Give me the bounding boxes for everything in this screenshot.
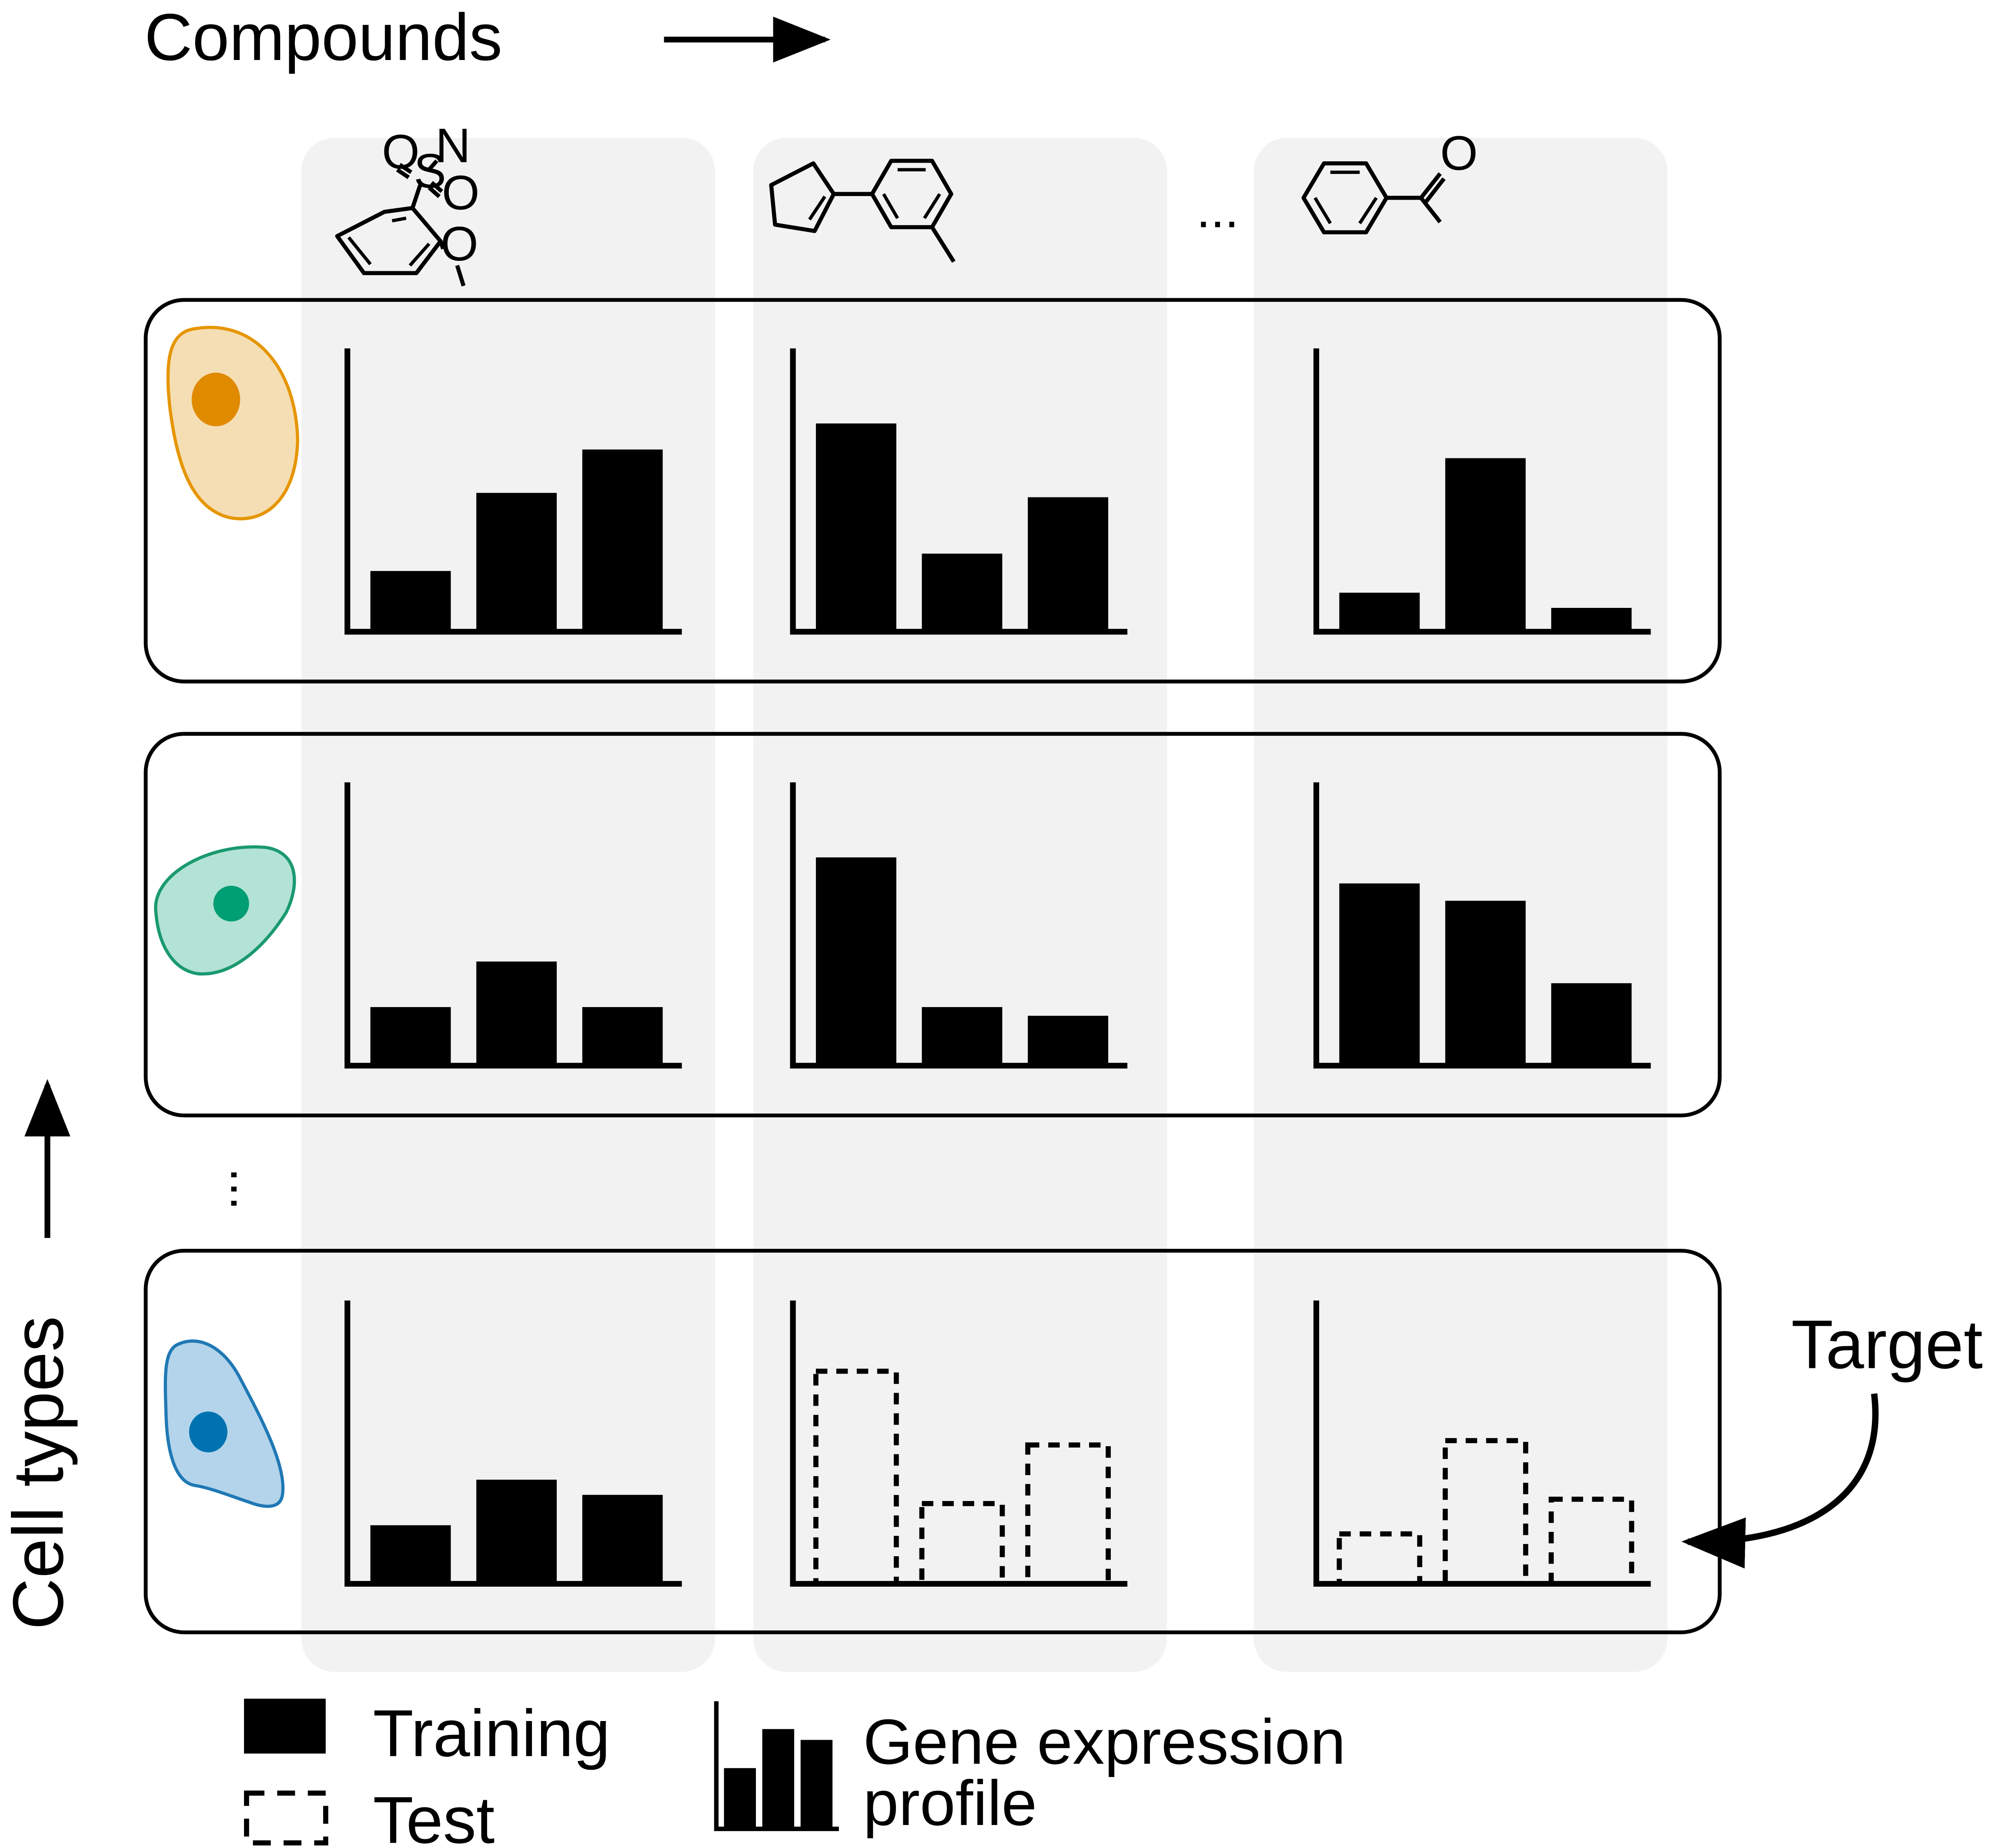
training-bar bbox=[1445, 458, 1526, 632]
compound-structure-1 bbox=[335, 159, 466, 287]
row-frame-1 bbox=[144, 298, 1722, 684]
expression-chart bbox=[1313, 782, 1651, 1069]
expression-chart bbox=[344, 782, 682, 1069]
training-bar bbox=[476, 961, 557, 1066]
compounds-label: Compounds bbox=[144, 0, 502, 74]
expression-chart bbox=[344, 348, 682, 635]
row-frame-2 bbox=[144, 732, 1722, 1117]
legend-bar bbox=[724, 1768, 756, 1829]
training-bar bbox=[1445, 901, 1526, 1066]
training-bar bbox=[1028, 1016, 1109, 1066]
atom-label: N bbox=[435, 118, 471, 173]
training-bar bbox=[582, 1007, 663, 1066]
chart-axes bbox=[1313, 348, 1651, 635]
legend-bar bbox=[762, 1729, 795, 1829]
cell-icon-orange bbox=[166, 326, 299, 520]
training-bar bbox=[476, 493, 557, 632]
test-bar bbox=[813, 1368, 899, 1587]
expression-charts bbox=[344, 348, 1651, 1587]
atom-label: S bbox=[414, 143, 446, 198]
expression-chart bbox=[790, 782, 1128, 1069]
training-bar bbox=[816, 857, 896, 1066]
legend-bar bbox=[800, 1740, 833, 1829]
atom-label: O bbox=[1440, 126, 1478, 180]
legend-chart-axes bbox=[714, 1701, 839, 1831]
training-bar bbox=[922, 1007, 1003, 1066]
cell-icon-blue bbox=[164, 1339, 285, 1508]
training-bar bbox=[1339, 593, 1420, 632]
chart-axes bbox=[790, 1300, 1128, 1587]
cell-types-label: Cell types bbox=[0, 1316, 78, 1630]
training-bar bbox=[1028, 497, 1109, 632]
legend-profile-label-line2: profile bbox=[863, 1768, 1037, 1839]
chart-axes bbox=[1313, 1300, 1651, 1587]
legend-training-label: Training bbox=[373, 1697, 610, 1771]
cell-icon-green bbox=[154, 845, 296, 976]
chart-axes bbox=[790, 782, 1128, 1069]
atom-label: O bbox=[442, 165, 480, 220]
chart-axes bbox=[790, 348, 1128, 635]
row-frame-3 bbox=[144, 1248, 1722, 1635]
compound-structure-2 bbox=[769, 159, 956, 263]
target-label: Target bbox=[1791, 1306, 1982, 1383]
target-arrow-icon bbox=[1681, 1393, 1879, 1569]
chart-axes bbox=[344, 348, 682, 635]
expression-chart bbox=[790, 348, 1128, 635]
training-bar bbox=[922, 554, 1003, 632]
chart-axes bbox=[344, 1300, 682, 1587]
chart-axes bbox=[1313, 782, 1651, 1069]
column-ellipsis: ... bbox=[1197, 181, 1239, 238]
test-bar bbox=[1443, 1438, 1528, 1587]
legend-test-label: Test bbox=[373, 1783, 495, 1848]
row-ellipsis: ... bbox=[221, 1168, 277, 1211]
training-bar bbox=[1551, 607, 1632, 632]
legend-profile-label-line1: Gene expression bbox=[863, 1706, 1346, 1778]
training-bar bbox=[370, 1007, 451, 1066]
expression-chart bbox=[344, 1300, 682, 1587]
legend-test-swatch bbox=[244, 1790, 328, 1846]
training-bar bbox=[1551, 983, 1632, 1066]
training-bar bbox=[582, 449, 663, 632]
legend-training-swatch bbox=[244, 1698, 326, 1754]
atom-label: O bbox=[441, 217, 478, 271]
training-bar bbox=[476, 1479, 557, 1584]
expression-chart bbox=[1313, 348, 1651, 635]
chart-axes bbox=[344, 782, 682, 1069]
training-bar bbox=[582, 1494, 663, 1584]
training-bar bbox=[816, 423, 896, 632]
training-bar bbox=[1339, 883, 1420, 1066]
column-band-1 bbox=[301, 137, 715, 1672]
training-bar bbox=[370, 1525, 451, 1584]
test-bar bbox=[1025, 1442, 1111, 1587]
test-bar bbox=[1337, 1531, 1423, 1587]
training-bar bbox=[370, 571, 451, 632]
atom-label: O bbox=[382, 124, 420, 179]
legend-profile-icon bbox=[714, 1701, 839, 1831]
expression-chart bbox=[1313, 1300, 1651, 1587]
expression-chart bbox=[790, 1300, 1128, 1587]
test-bar bbox=[1548, 1496, 1634, 1587]
compound-structure-3 bbox=[1301, 161, 1446, 234]
